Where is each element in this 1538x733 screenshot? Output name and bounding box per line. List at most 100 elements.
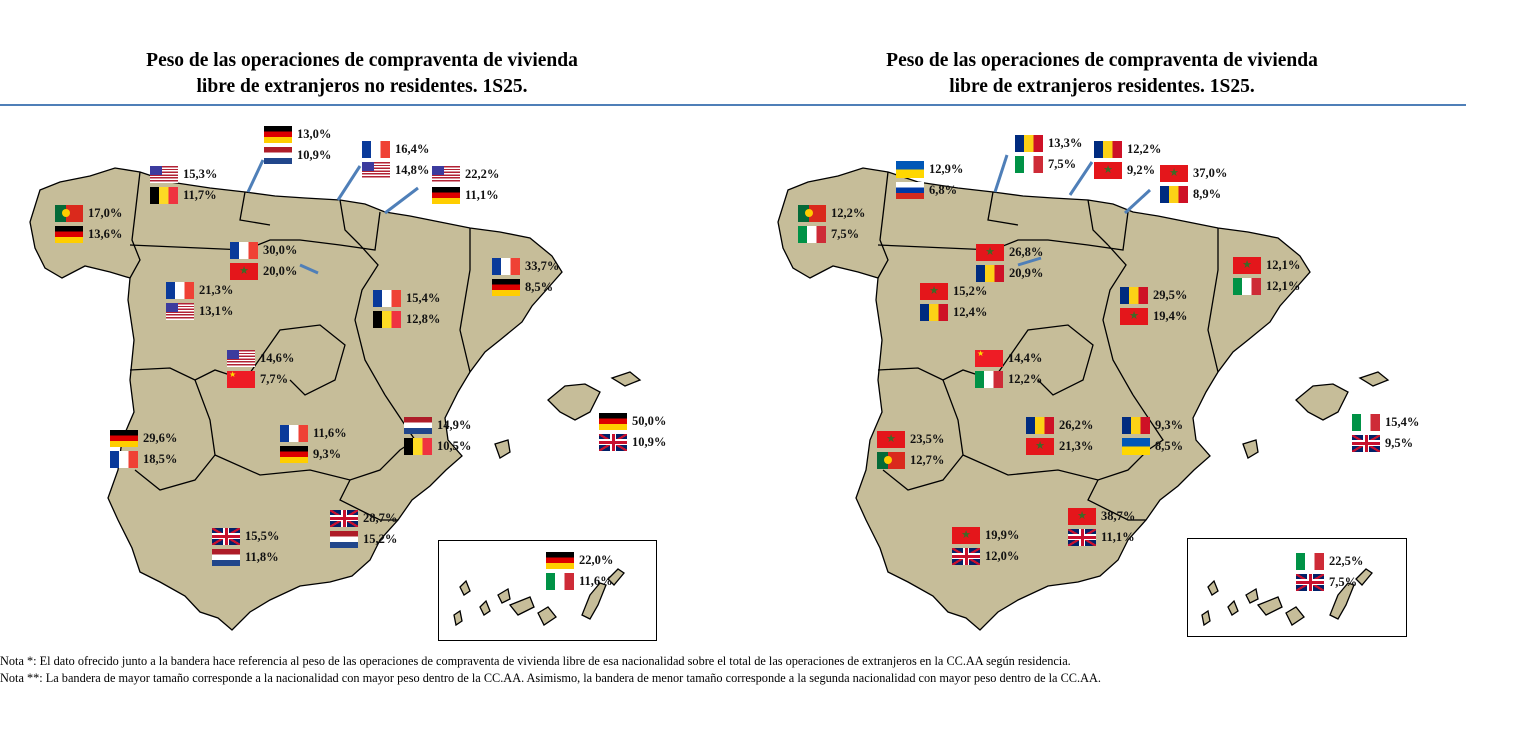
right-map-title: Peso de las operaciones de compraventa d… [822, 48, 1382, 100]
flag-germany-icon [55, 225, 83, 243]
second-nationality: 15,2% [330, 530, 397, 548]
share-value: 14,6% [260, 350, 295, 365]
region-label-madrid: 14,6% 7,7% [227, 349, 294, 388]
title-line-1: Peso de las operaciones de compraventa d… [886, 50, 1318, 71]
second-nationality: 14,8% [362, 161, 429, 179]
share-value: 22,5% [1329, 553, 1364, 568]
flag-romania-icon [1122, 416, 1150, 434]
title-line-2: libre de extranjeros residentes. 1S25. [949, 76, 1255, 97]
share-value: 15,2% [363, 531, 398, 546]
share-value: 15,4% [406, 290, 441, 305]
top-nationality: 21,3% [166, 281, 233, 299]
note-2: Nota **: La bandera de mayor tamaño corr… [0, 671, 1101, 685]
top-nationality: 15,4% [373, 289, 440, 307]
second-nationality: 12,7% [877, 451, 944, 469]
region-label-castilla-y-leon: 21,3% 13,1% [166, 281, 233, 320]
leader-line-pais-vasco [1068, 161, 1094, 196]
share-value: 13,1% [199, 303, 234, 318]
top-nationality: 19,9% [952, 526, 1019, 544]
top-nationality: 15,5% [212, 527, 279, 545]
share-value: 11,7% [183, 187, 217, 202]
share-value: 6,8% [929, 182, 958, 197]
second-nationality: 7,5% [1015, 155, 1082, 173]
flag-morocco-icon [1068, 507, 1096, 525]
flag-romania-icon [920, 303, 948, 321]
flag-portugal-icon [55, 204, 83, 222]
share-value: 9,3% [1155, 417, 1184, 432]
flag-france-icon [362, 140, 390, 158]
flag-italy-icon [975, 370, 1003, 388]
second-nationality: 7,5% [798, 225, 865, 243]
share-value: 7,5% [1329, 574, 1358, 589]
canarias-inset-box [1187, 538, 1407, 637]
share-value: 22,0% [579, 552, 614, 567]
share-value: 7,7% [260, 371, 289, 386]
share-value: 15,2% [953, 283, 988, 298]
flag-france-icon [166, 281, 194, 299]
second-nationality: 11,1% [432, 186, 499, 204]
region-label-navarra: 22,2% 11,1% [432, 165, 499, 204]
share-value: 50,0% [632, 413, 667, 428]
flag-russia-icon [896, 181, 924, 199]
flag-usa-icon [166, 302, 194, 320]
top-nationality: 14,9% [404, 416, 471, 434]
share-value: 30,0% [263, 242, 298, 257]
flag-china-icon [975, 349, 1003, 367]
region-label-murcia: 38,7% 11,1% [1068, 507, 1135, 546]
share-value: 9,3% [313, 446, 342, 461]
second-nationality: 11,8% [212, 548, 279, 566]
share-value: 12,2% [1127, 141, 1162, 156]
flag-morocco-icon [877, 430, 905, 448]
flag-france-icon [230, 241, 258, 259]
top-nationality: 37,0% [1160, 164, 1227, 182]
share-value: 11,8% [245, 549, 279, 564]
top-nationality: 17,0% [55, 204, 122, 222]
flag-morocco-icon [1026, 437, 1054, 455]
share-value: 16,4% [395, 141, 430, 156]
share-value: 13,0% [297, 126, 332, 141]
region-label-cataluna: 12,1% 12,1% [1233, 256, 1300, 295]
region-label-madrid: 14,4% 12,2% [975, 349, 1042, 388]
second-nationality: 13,1% [166, 302, 233, 320]
second-nationality: 9,5% [1352, 434, 1419, 452]
second-nationality: 12,2% [975, 370, 1042, 388]
top-nationality: 12,1% [1233, 256, 1300, 274]
share-value: 22,2% [465, 166, 500, 181]
top-nationality: 15,3% [150, 165, 217, 183]
top-nationality: 30,0% [230, 241, 297, 259]
flag-germany-icon [280, 445, 308, 463]
top-nationality: 12,2% [1094, 140, 1161, 158]
flag-france-icon [280, 424, 308, 442]
second-nationality: 8,5% [492, 278, 559, 296]
top-nationality: 22,0% [546, 551, 613, 569]
second-nationality: 12,4% [920, 303, 987, 321]
flag-italy-icon [1233, 277, 1261, 295]
flag-morocco-icon [920, 282, 948, 300]
region-label-la-rioja: 30,0% 20,0% [230, 241, 297, 280]
top-nationality: 23,5% [877, 430, 944, 448]
flag-usa-icon [227, 349, 255, 367]
top-nationality: 26,2% [1026, 416, 1093, 434]
share-value: 37,0% [1193, 165, 1228, 180]
share-value: 11,1% [1101, 529, 1135, 544]
canarias-inset-box [438, 540, 657, 641]
share-value: 38,7% [1101, 508, 1136, 523]
share-value: 20,9% [1009, 265, 1044, 280]
region-label-galicia: 12,2% 7,5% [798, 204, 865, 243]
top-nationality: 29,6% [110, 429, 177, 447]
region-label-navarra: 37,0% 8,9% [1160, 164, 1227, 203]
region-label-murcia: 28,7% 15,2% [330, 509, 397, 548]
flag-uk-icon [1296, 573, 1324, 591]
share-value: 11,6% [579, 573, 613, 588]
title-line-2: libre de extranjeros no residentes. 1S25… [196, 76, 528, 97]
second-nationality: 12,8% [373, 310, 440, 328]
flag-china-icon [227, 370, 255, 388]
flag-germany-icon [492, 278, 520, 296]
share-value: 13,3% [1048, 135, 1083, 150]
title-line-1: Peso de las operaciones de compraventa d… [146, 50, 578, 71]
share-value: 29,5% [1153, 287, 1188, 302]
region-label-canarias: 22,0% 11,6% [546, 551, 613, 590]
second-nationality: 11,6% [546, 572, 613, 590]
flag-uk-icon [1068, 528, 1096, 546]
flag-morocco-icon [952, 526, 980, 544]
